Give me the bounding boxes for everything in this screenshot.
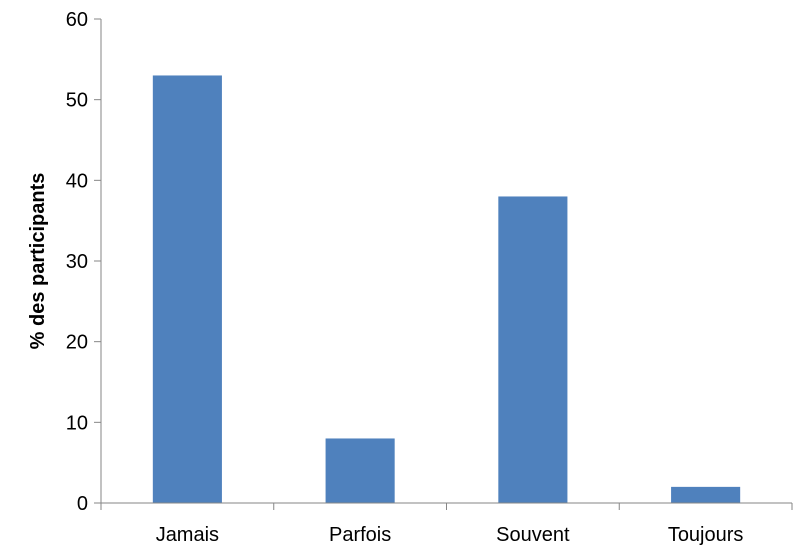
y-axis-title: % des participants — [27, 173, 49, 350]
bar-parfois — [325, 438, 395, 503]
y-tick-label: 0 — [77, 493, 88, 515]
y-tick-label: 20 — [66, 332, 88, 354]
y-tick-label: 50 — [66, 90, 88, 112]
x-tick-label-parfois: Parfois — [329, 524, 391, 546]
y-tick-label: 40 — [66, 170, 88, 192]
y-tick-label: 60 — [66, 9, 88, 31]
bars-group — [152, 75, 741, 503]
bar-jamais — [152, 75, 222, 503]
x-tick-label-souvent: Souvent — [496, 524, 570, 546]
bar-souvent — [498, 196, 568, 503]
y-tick-label: 30 — [66, 251, 88, 273]
x-tick-label-jamais: Jamais — [156, 524, 219, 546]
x-tick-labels: Jamais Parfois Souvent Toujours — [156, 524, 744, 546]
axes-group — [94, 18, 793, 510]
bar-toujours — [671, 486, 741, 503]
y-tick-labels: 0 10 20 30 40 50 60 — [66, 9, 88, 515]
x-tick-label-toujours: Toujours — [668, 524, 744, 546]
y-tick-label: 10 — [66, 412, 88, 434]
